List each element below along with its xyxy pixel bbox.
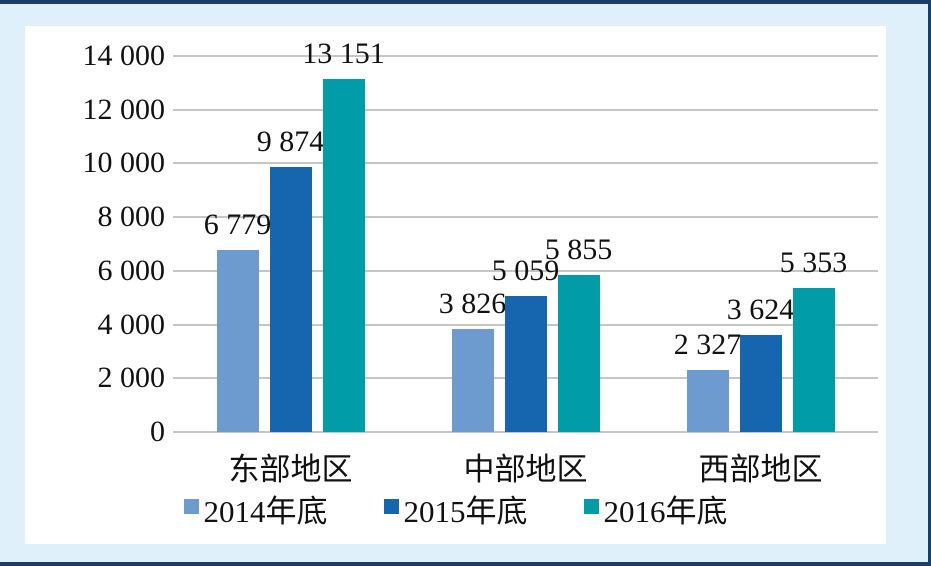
value-label: 3 826: [438, 287, 507, 321]
bar-2014年底-东部地区: [216, 249, 259, 432]
plot-area: 6 779 9 874 13 151 3 826 5 059 5 855 2 327 3 62…: [173, 37, 878, 433]
legend-item-2015年底: 2015年底: [383, 494, 528, 530]
value-label: 5 353: [779, 246, 848, 280]
bar-2015年底-西部地区: [739, 334, 782, 432]
bar-2016年底-东部地区: [322, 78, 365, 432]
gridline: [173, 55, 878, 57]
y-tick-label: 6 000: [97, 253, 166, 287]
y-axis: 14 000 12 000 10 000 8 000 6 000 4 000 2 000 0: [25, 40, 166, 448]
bar-2014年底-西部地区: [686, 369, 729, 432]
x-axis: 东部地区 中部地区 西部地区: [173, 450, 878, 492]
legend-item-2016年底: 2016年底: [583, 494, 728, 530]
legend-marker-icon: [583, 498, 599, 514]
gridline: [173, 162, 878, 165]
y-tick-label: 0: [150, 415, 165, 448]
y-tick-label: 8 000: [97, 200, 166, 234]
y-tick-label: 14 000: [82, 39, 166, 72]
legend-item-2014年底: 2014年底: [183, 494, 328, 530]
bar-2015年底-东部地区: [269, 166, 312, 432]
legend-marker-icon: [183, 498, 199, 514]
value-label: 9 874: [256, 124, 325, 158]
legend-label: 2016年底: [603, 494, 728, 529]
value-label: 2 327: [673, 327, 742, 361]
y-tick-label: 2 000: [97, 361, 166, 395]
legend-label: 2014年底: [203, 494, 328, 529]
bar-2014年底-中部地区: [451, 329, 494, 432]
y-tick-label: 4 000: [97, 307, 166, 341]
value-label: 6 779: [203, 207, 272, 241]
x-axis-label: 中部地区: [463, 452, 588, 487]
legend: 2014年底 2015年底 2016年底: [25, 494, 886, 530]
bar-2015年底-中部地区: [504, 296, 547, 432]
bar-2016年底-中部地区: [557, 274, 600, 432]
x-axis-label: 东部地区: [228, 452, 353, 487]
x-axis-label: 西部地区: [698, 452, 823, 487]
chart-panel: 14 000 12 000 10 000 8 000 6 000 4 000 2 000 0 …: [25, 26, 886, 544]
value-label: 3 624: [726, 292, 795, 326]
value-label: 5 059: [491, 254, 560, 288]
value-label: 13 151: [302, 36, 385, 70]
y-tick-label: 12 000: [82, 92, 166, 126]
legend-label: 2015年底: [403, 494, 528, 529]
legend-marker-icon: [383, 498, 399, 514]
gridline: [173, 108, 878, 111]
gridline: [173, 216, 878, 219]
bar-2016年底-西部地区: [792, 288, 835, 432]
value-label: 5 855: [544, 232, 613, 266]
gridline: [173, 431, 878, 433]
y-tick-label: 10 000: [82, 146, 166, 180]
gridline: [173, 269, 878, 272]
